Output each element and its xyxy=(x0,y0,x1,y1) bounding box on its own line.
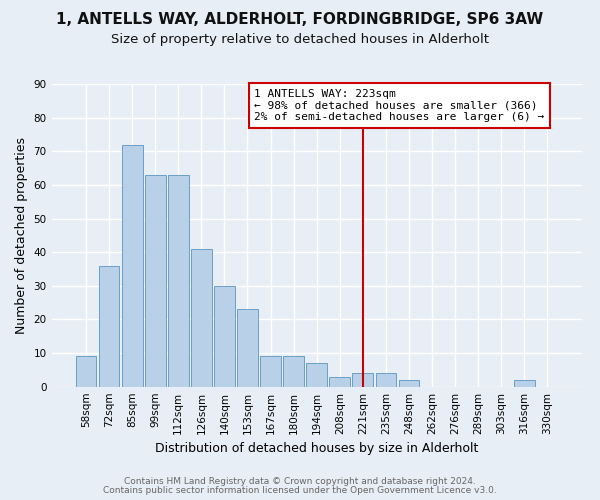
Bar xyxy=(214,286,235,386)
Text: 1, ANTELLS WAY, ALDERHOLT, FORDINGBRIDGE, SP6 3AW: 1, ANTELLS WAY, ALDERHOLT, FORDINGBRIDGE… xyxy=(56,12,544,28)
Bar xyxy=(145,175,166,386)
Bar xyxy=(260,356,281,386)
Bar xyxy=(122,144,143,386)
Bar xyxy=(398,380,419,386)
Bar xyxy=(76,356,97,386)
Text: Size of property relative to detached houses in Alderholt: Size of property relative to detached ho… xyxy=(111,32,489,46)
Bar xyxy=(329,376,350,386)
Bar xyxy=(168,175,188,386)
Bar xyxy=(352,373,373,386)
Bar xyxy=(514,380,535,386)
Bar xyxy=(283,356,304,386)
Text: Contains public sector information licensed under the Open Government Licence v3: Contains public sector information licen… xyxy=(103,486,497,495)
Y-axis label: Number of detached properties: Number of detached properties xyxy=(15,137,28,334)
Bar xyxy=(99,266,119,386)
Bar xyxy=(307,363,327,386)
Bar xyxy=(191,249,212,386)
Bar xyxy=(237,310,258,386)
Text: 1 ANTELLS WAY: 223sqm
← 98% of detached houses are smaller (366)
2% of semi-deta: 1 ANTELLS WAY: 223sqm ← 98% of detached … xyxy=(254,89,545,122)
Bar xyxy=(376,373,396,386)
Text: Contains HM Land Registry data © Crown copyright and database right 2024.: Contains HM Land Registry data © Crown c… xyxy=(124,477,476,486)
X-axis label: Distribution of detached houses by size in Alderholt: Distribution of detached houses by size … xyxy=(155,442,478,455)
